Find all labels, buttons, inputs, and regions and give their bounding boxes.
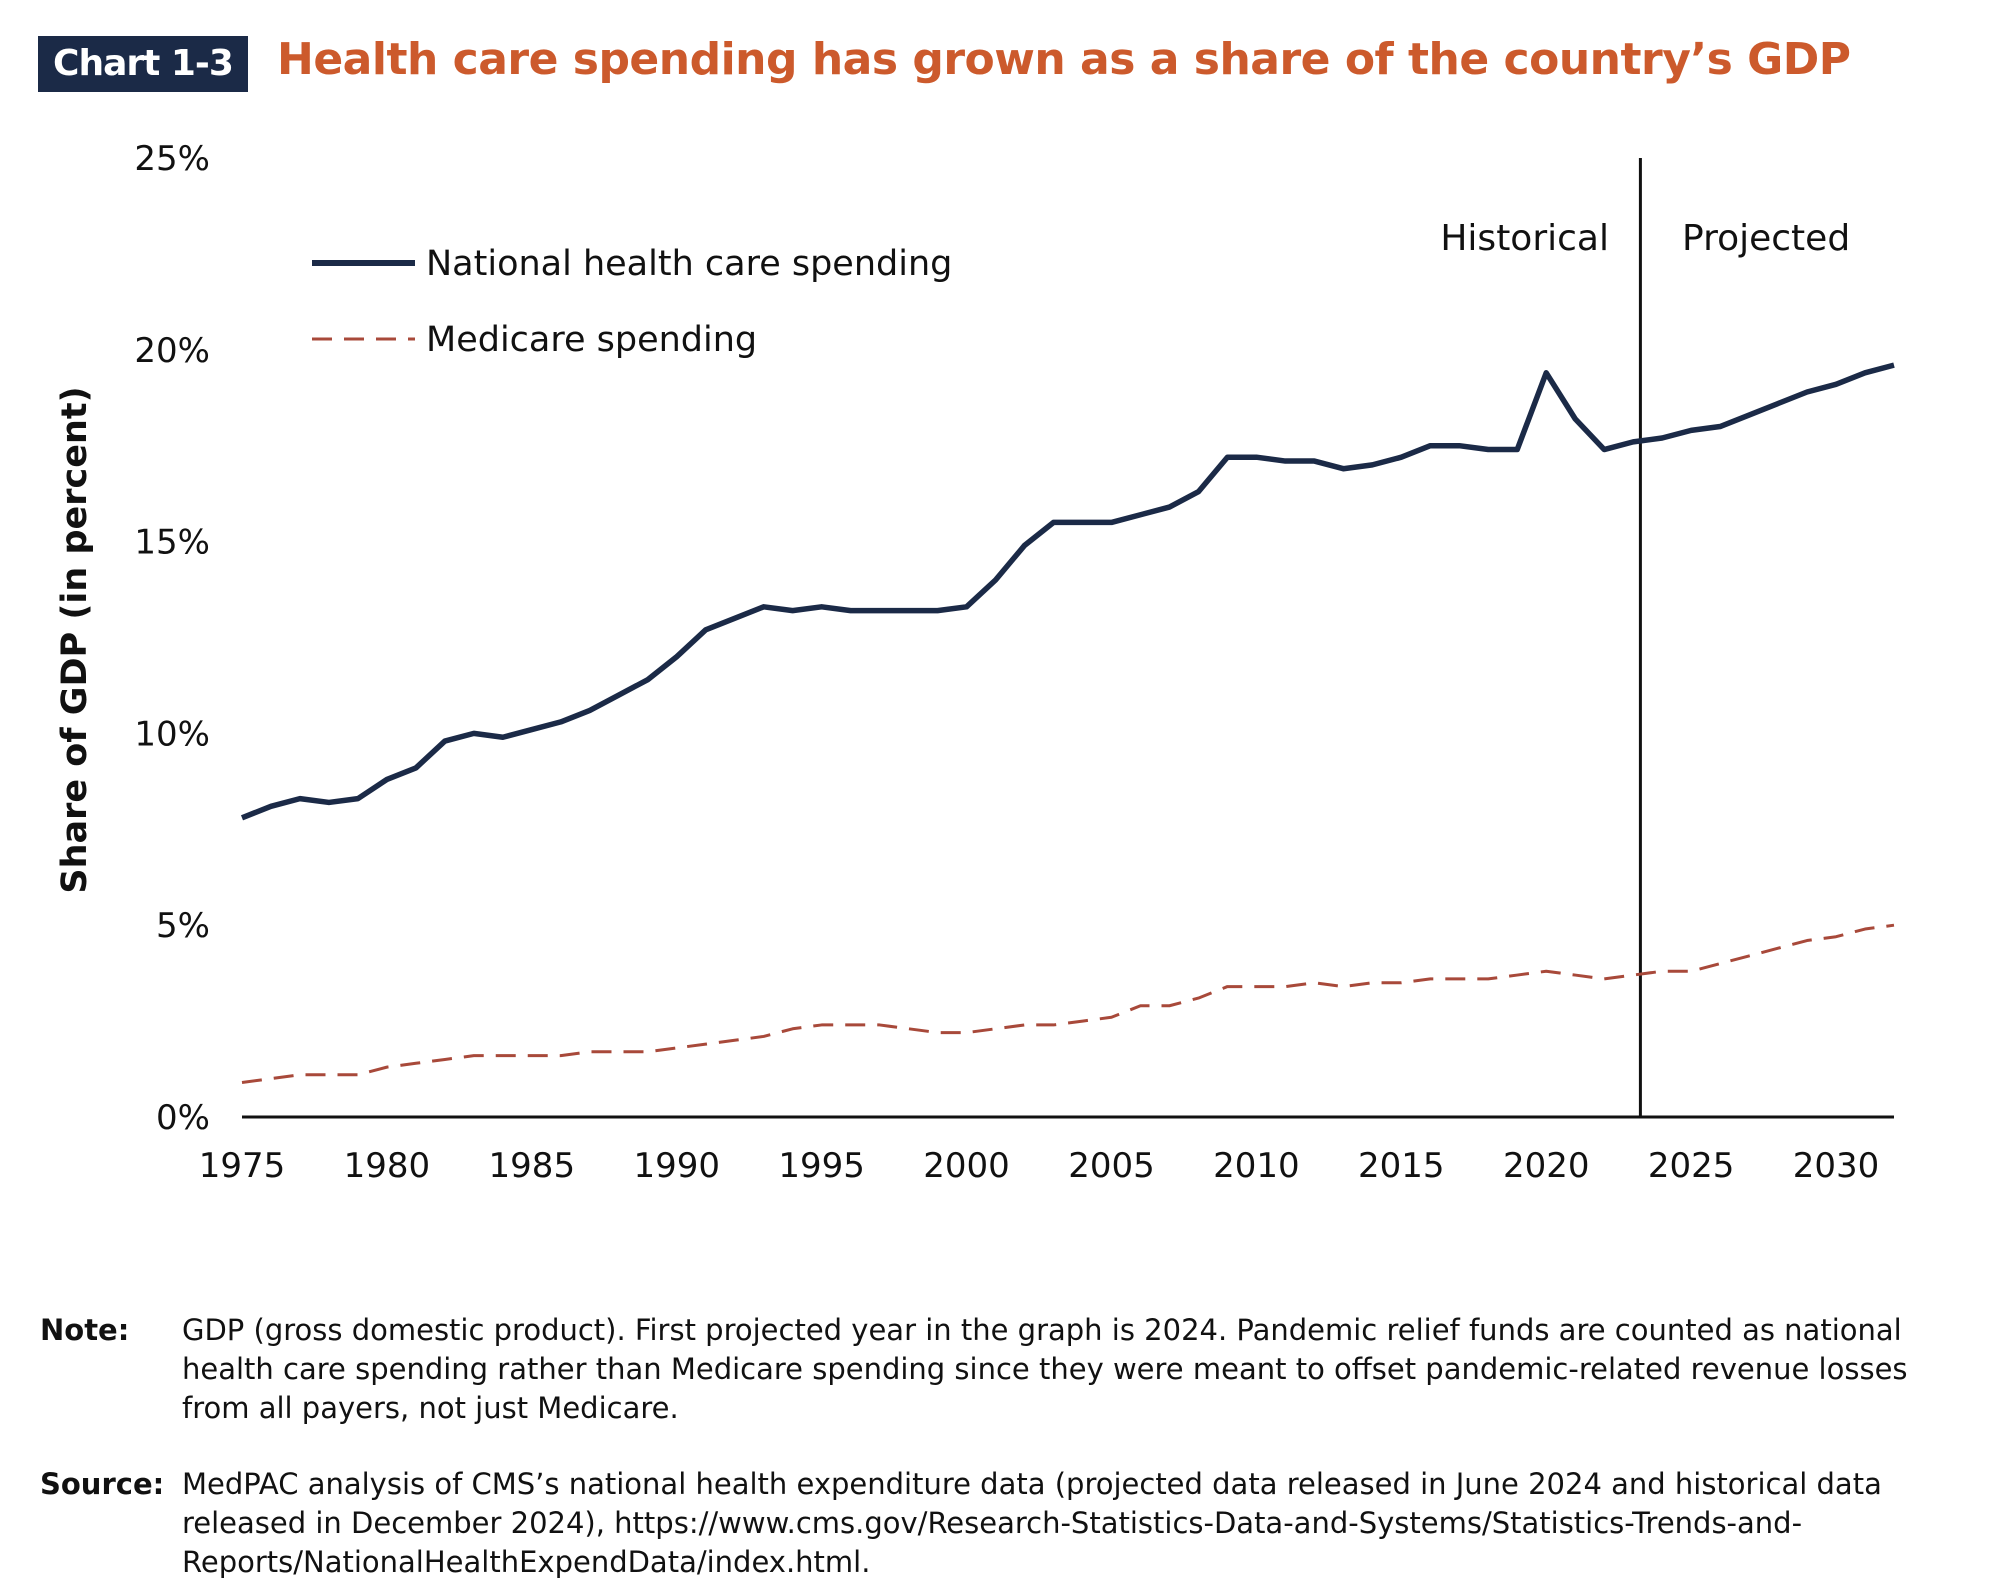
- legend: National health care spending Medicare s…: [312, 244, 952, 360]
- y-tick-label: 15%: [134, 523, 210, 563]
- x-tick-label: 2010: [1213, 1146, 1300, 1186]
- x-ticks: 1975 1980 1985 1990 1995 2000 2005 2010 2015 2020…: [199, 1146, 1880, 1186]
- x-tick-label: 1975: [199, 1146, 286, 1186]
- y-tick-label: 10%: [134, 714, 210, 754]
- source-text: MedPAC analysis of CMS’s national health…: [182, 1467, 1882, 1579]
- source-label: Source:: [40, 1467, 165, 1501]
- chart-title: Health care spending has grown as a shar…: [277, 34, 1851, 85]
- y-tick-label: 0%: [156, 1098, 210, 1138]
- note-block: Note: GDP (gross domestic product). Firs…: [40, 1311, 1980, 1428]
- series-lines: [240, 362, 1895, 1084]
- x-tick-label: 2030: [1793, 1146, 1880, 1186]
- y-tick-label: 20%: [134, 331, 210, 371]
- x-tick-label: 1980: [344, 1146, 431, 1186]
- x-tick-label: 2015: [1358, 1146, 1445, 1186]
- x-tick-label: 1990: [633, 1146, 720, 1186]
- y-tick-label: 25%: [134, 139, 210, 179]
- legend-label-national: National health care spending: [426, 244, 952, 284]
- x-tick-label: 2025: [1648, 1146, 1735, 1186]
- y-axis-label: Share of GDP (in percent): [55, 386, 95, 893]
- chart-number-badge: Chart 1-3: [38, 36, 248, 92]
- medicare-spending-line: [241, 923, 1895, 1084]
- y-tick-label: 5%: [156, 906, 210, 946]
- x-tick-label: 1995: [778, 1146, 865, 1186]
- projected-label: Projected: [1682, 218, 1850, 259]
- note-label: Note:: [40, 1313, 130, 1347]
- y-ticks: 0% 5% 10% 15% 20% 25%: [134, 139, 210, 1138]
- national-spending-line: [240, 362, 1895, 821]
- x-tick-label: 2005: [1068, 1146, 1155, 1186]
- x-tick-label: 1985: [489, 1146, 576, 1186]
- x-tick-label: 2020: [1503, 1146, 1590, 1186]
- historical-label: Historical: [1440, 218, 1609, 259]
- note-text: GDP (gross domestic product). First proj…: [182, 1313, 1908, 1425]
- x-tick-label: 2000: [923, 1146, 1010, 1186]
- source-block: Source: MedPAC analysis of CMS’s nationa…: [40, 1465, 1980, 1582]
- legend-label-medicare: Medicare spending: [426, 320, 757, 360]
